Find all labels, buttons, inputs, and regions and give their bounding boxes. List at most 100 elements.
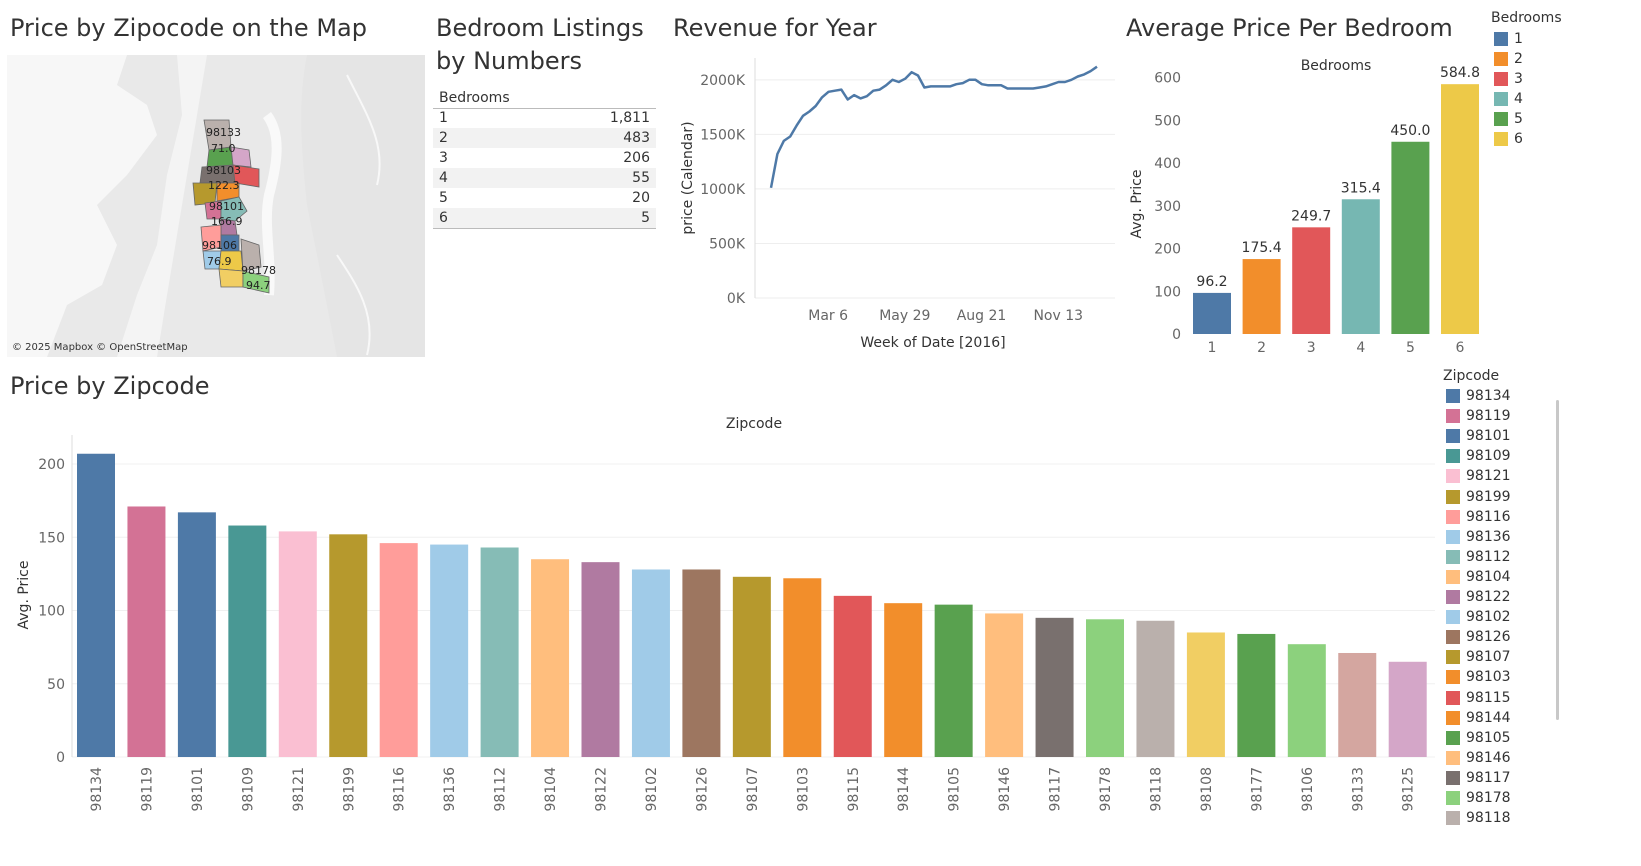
table-cell-count: 55	[632, 170, 650, 186]
bedroom-legend[interactable]: Bedrooms 1 2 3 4 5 6	[1491, 8, 1591, 148]
legend-label: 98107	[1466, 649, 1511, 666]
zip-x-tick: 98108	[1199, 767, 1215, 812]
legend-label: 98136	[1466, 528, 1511, 545]
zip-bar	[278, 531, 317, 757]
table-cell-count: 1,811	[609, 110, 650, 126]
bedroom-x-tick: 5	[1406, 340, 1415, 356]
bedroom-bar-chart[interactable]: Bedrooms 0 100 200 300 400 500 600 Avg. Price 96.…	[1125, 50, 1485, 362]
zip-x-tick: 98199	[341, 767, 357, 812]
revenue-y-tick: 1500K	[700, 127, 746, 143]
legend-swatch	[1446, 529, 1460, 544]
legend-label: 98101	[1466, 428, 1511, 445]
zip-bar	[631, 569, 670, 757]
revenue-x-tick: Mar 6	[808, 308, 848, 324]
zip-area-98106[interactable]	[218, 268, 244, 288]
table-cell-count: 5	[641, 210, 650, 226]
revenue-y-tick: 0K	[727, 291, 746, 307]
listings-footer-divider	[433, 228, 656, 229]
bedroom-x-tick: 2	[1257, 340, 1266, 356]
map-view[interactable]: 98133 71.0 98103 122.3 98101 166.9 98106…	[7, 55, 425, 357]
zip-bar	[1237, 633, 1276, 757]
zip-y-tick: 150	[38, 530, 65, 546]
map-water-sound	[117, 55, 207, 357]
zip-x-tick: 98119	[139, 767, 155, 812]
map-canvas	[7, 55, 425, 357]
zip-legend[interactable]: Zipcode 98134 98119 98101 98109 98121 98199 98…	[1443, 365, 1551, 866]
bedroom-y-tick: 200	[1154, 242, 1181, 258]
zip-bar	[1186, 632, 1225, 757]
legend-label: 98122	[1466, 589, 1511, 605]
legend-swatch	[1446, 409, 1460, 424]
zip-x-tick: 98112	[493, 767, 509, 812]
table-row: 4 55	[433, 168, 656, 188]
table-cell-bedrooms: 4	[439, 170, 448, 186]
zip-area-98118[interactable]	[240, 238, 262, 272]
zip-legend-scrollbar[interactable]	[1556, 400, 1559, 720]
zip-x-tick: 98146	[997, 767, 1013, 812]
map-attribution[interactable]: © 2025 Mapbox © OpenStreetMap	[12, 342, 188, 353]
table-cell-count: 20	[632, 190, 650, 206]
legend-swatch	[1446, 590, 1460, 604]
legend-label: 98144	[1466, 709, 1511, 726]
zip-bar	[531, 559, 570, 757]
zip-bar	[1287, 644, 1326, 757]
legend-swatch	[1446, 650, 1460, 665]
zip-x-tick: 98117	[1048, 767, 1064, 812]
revenue-line-chart[interactable]: 0K 500K 1000K 1500K 2000K Mar 6 May 29 Aug 21 No…	[670, 50, 1120, 360]
zip-area-98112[interactable]	[220, 196, 248, 222]
map-label-zip-98106: 98106	[202, 239, 237, 252]
legend-swatch	[1494, 112, 1508, 126]
legend-label: 98117	[1466, 769, 1511, 786]
legend-label: 98115	[1466, 689, 1511, 706]
legend-swatch	[1446, 509, 1460, 524]
legend-swatch	[1446, 690, 1460, 705]
zip-area-98178[interactable]	[242, 270, 270, 294]
zip-bar	[1086, 619, 1124, 757]
table-row: 5 20	[433, 188, 656, 208]
legend-label: 98104	[1466, 568, 1511, 585]
zip-area-98105[interactable]	[232, 164, 260, 188]
table-cell-bedrooms: 6	[439, 210, 448, 226]
legend-swatch	[1446, 670, 1460, 685]
table-cell-count: 483	[623, 130, 650, 146]
zip-x-tick: 98115	[846, 767, 862, 812]
bedroom-bar-label: 584.8	[1440, 65, 1480, 81]
bedroom-bar-label: 315.4	[1341, 180, 1381, 196]
zip-y-tick: 100	[38, 604, 65, 620]
zip-bar	[329, 534, 368, 757]
legend-label: 2	[1514, 51, 1523, 67]
table-cell-bedrooms: 1	[439, 110, 448, 126]
bedroom-y-tick: 600	[1154, 71, 1181, 87]
legend-swatch	[1446, 489, 1460, 504]
revenue-title: Revenue for Year	[673, 14, 877, 42]
map-lake-washington	[261, 112, 282, 296]
legend-label: 98178	[1466, 790, 1511, 806]
zip-bar	[127, 506, 166, 757]
legend-label: 98109	[1466, 448, 1511, 465]
zip-polygons[interactable]	[192, 119, 270, 294]
zip-x-tick: 98178	[1098, 767, 1114, 812]
zip-chart-header: Zipcode	[726, 416, 782, 432]
zip-bar	[985, 613, 1024, 757]
bedroom-y-tick: 100	[1154, 284, 1181, 300]
legend-label: 98119	[1466, 408, 1511, 425]
zip-bar	[833, 595, 872, 757]
legend-label: 98118	[1466, 810, 1511, 827]
zip-legend-title: Zipcode	[1443, 368, 1500, 384]
bedroom-x-tick: 3	[1307, 340, 1316, 356]
map-title: Price by Zipocode on the Map	[10, 14, 367, 42]
legend-label: 98102	[1466, 609, 1511, 626]
zip-x-tick: 98121	[291, 767, 307, 812]
map-label-zip-98178: 98178	[241, 264, 276, 277]
legend-label: 98126	[1466, 629, 1511, 646]
zip-bar-chart[interactable]: Zipcode 0 50 100 150 200 Avg. Price 98134 98119 9…	[10, 405, 1440, 866]
legend-label: 98134	[1466, 388, 1511, 404]
zip-x-tick: 98106	[1300, 767, 1316, 812]
zip-x-tick: 98177	[1249, 767, 1265, 812]
legend-swatch	[1446, 549, 1460, 564]
bedroom-chart-header: Bedrooms	[1301, 58, 1372, 74]
bedroom-bar	[1391, 141, 1430, 334]
map-label-zip-98133: 98133	[206, 126, 241, 139]
zip-area-98115[interactable]	[230, 146, 252, 168]
